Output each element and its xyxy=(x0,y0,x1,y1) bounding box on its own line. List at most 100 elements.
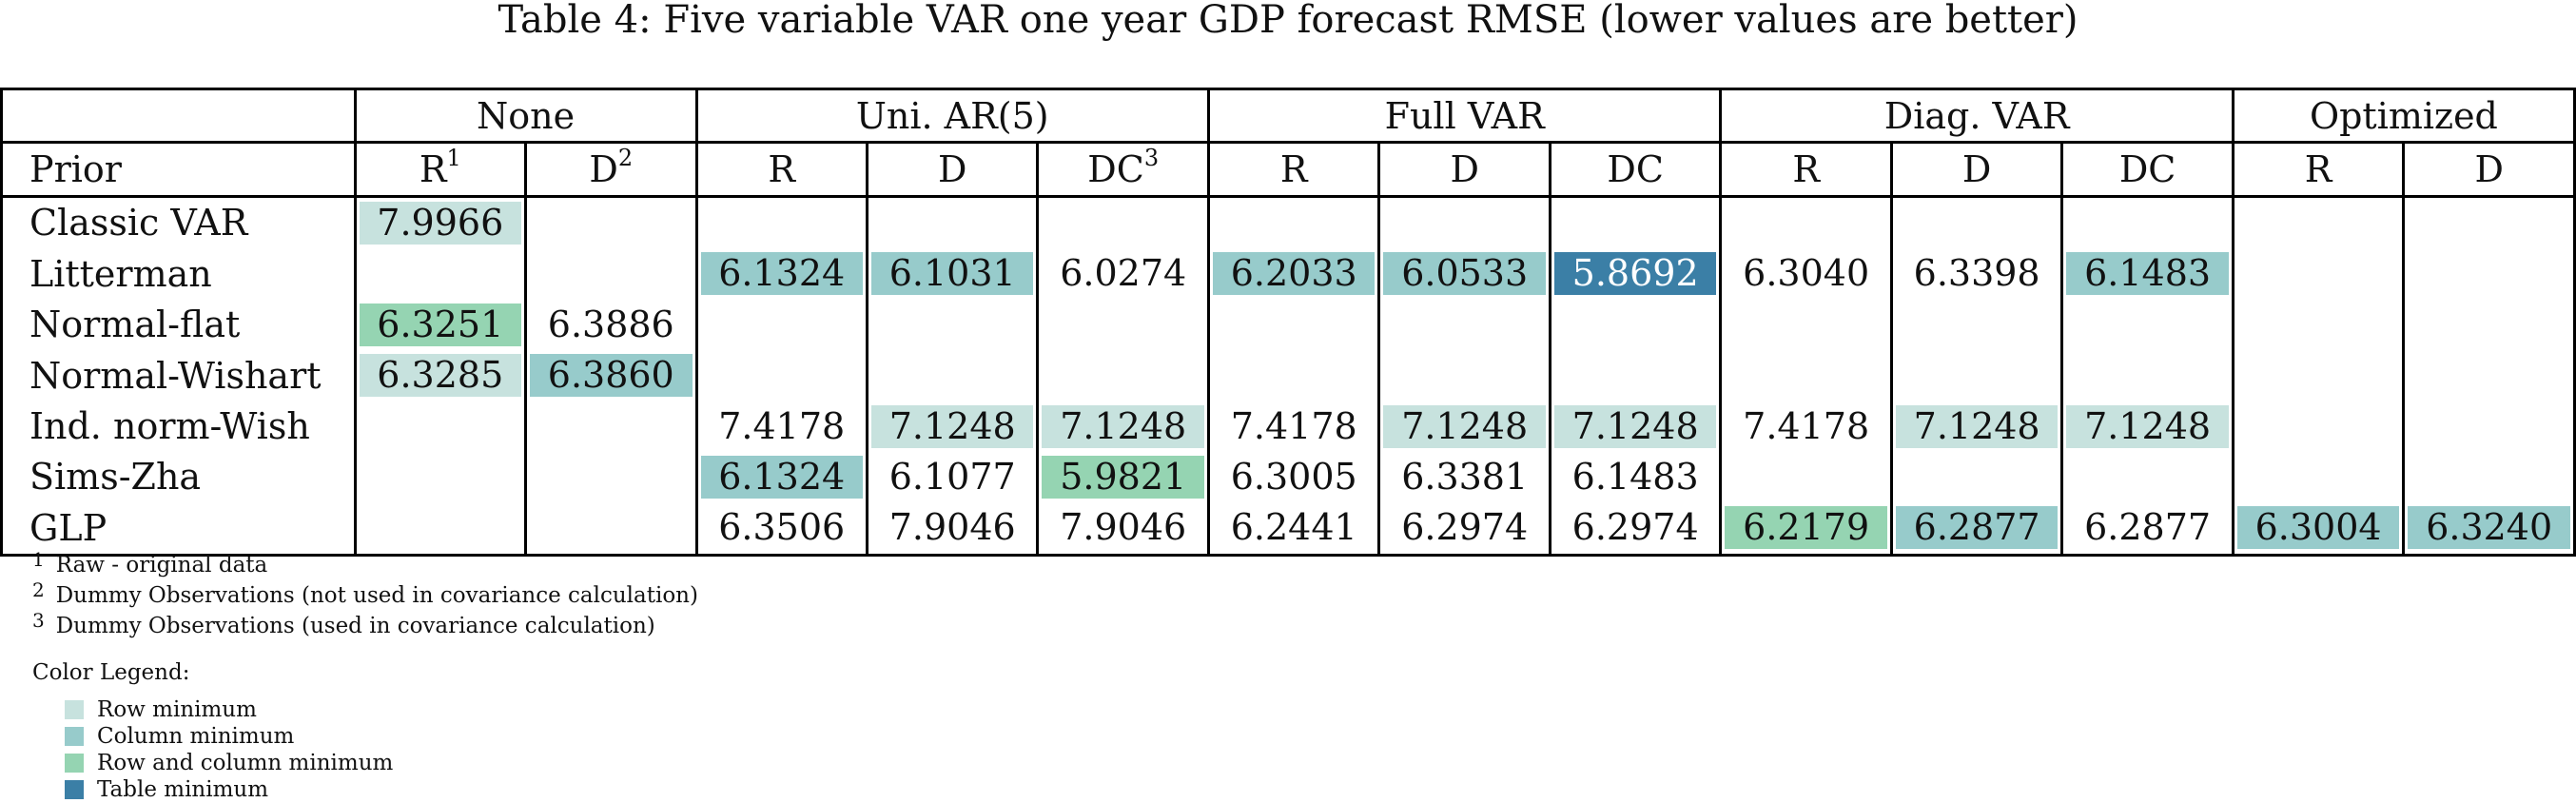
table-cell xyxy=(1377,299,1551,350)
row-label: Classic VAR xyxy=(0,196,357,249)
column-header: DC xyxy=(1548,142,1723,198)
table-cell xyxy=(2402,349,2576,402)
footnotes: 1 Raw - original data 2 Dummy Observations … xyxy=(32,548,698,641)
table-cell xyxy=(1548,349,1723,402)
column-header: D xyxy=(2402,142,2576,198)
table-cell: 6.3398 xyxy=(1889,248,2064,300)
prior-header: Prior xyxy=(0,142,357,198)
cell-value: 7.4178 xyxy=(718,404,846,447)
column-header-text: D xyxy=(2474,148,2504,191)
table-cell xyxy=(1036,299,1210,350)
table-cell: 6.2179 xyxy=(1719,502,1893,557)
table-cell xyxy=(524,451,698,503)
table-cell xyxy=(694,299,868,350)
table-cell: 6.3040 xyxy=(1719,248,1893,300)
table-cell: 6.3860 xyxy=(524,349,698,402)
cell-value: 5.8692 xyxy=(1553,252,1717,296)
cell-value: 6.3398 xyxy=(1913,252,2040,295)
cell-value: 6.0274 xyxy=(1060,252,1187,295)
cell-value: 6.2441 xyxy=(1230,506,1357,549)
table-cell xyxy=(524,502,698,557)
row-label: Normal-Wishart xyxy=(0,349,357,402)
table-cell xyxy=(353,451,528,503)
cell-value: 7.9966 xyxy=(359,201,522,245)
cell-value: 6.1077 xyxy=(888,455,1016,498)
table-row: GLP 6.3506 7.9046 7.9046 6.2441 6.2974 6.2974 6… xyxy=(0,502,2576,557)
column-header-text: DC xyxy=(1087,148,1144,191)
table-row: Litterman 6.1324 6.1031 6.0274 6.2033 6.0533 5… xyxy=(0,248,2576,300)
table-cell xyxy=(1889,196,2064,249)
column-header: R xyxy=(694,142,868,198)
cell-value: 7.1248 xyxy=(870,404,1034,448)
column-header: D2 xyxy=(524,142,698,198)
table-cell xyxy=(524,248,698,300)
column-header: DC xyxy=(2060,142,2234,198)
column-header-text: R xyxy=(768,148,796,191)
table-cell xyxy=(865,196,1040,249)
cell-value: 6.2877 xyxy=(1895,506,2059,550)
cell-value: 6.2974 xyxy=(1571,506,1699,549)
footnote-mark: 3 xyxy=(32,609,45,632)
table-cell xyxy=(865,349,1040,402)
table-cell xyxy=(2231,349,2406,402)
cell-value: 6.2179 xyxy=(1725,506,1887,550)
column-header-text: R xyxy=(419,148,447,191)
table-row: Normal-Wishart 6.3285 6.3860 xyxy=(0,349,2576,402)
legend-item: Column minimum xyxy=(65,723,393,750)
table-cell xyxy=(2060,196,2234,249)
table-cell: 7.1248 xyxy=(1036,401,1210,452)
legend-label: Row and column minimum xyxy=(97,751,394,775)
group-header xyxy=(0,87,357,145)
row-label: Ind. norm-Wish xyxy=(0,401,357,452)
cell-value: 7.1248 xyxy=(1042,404,1204,448)
column-header: R xyxy=(1719,142,1893,198)
column-header: R xyxy=(2231,142,2406,198)
column-header-text: R xyxy=(1792,148,1820,191)
footnote-marker: 1 xyxy=(446,145,461,172)
table-cell xyxy=(1377,349,1551,402)
table-cell xyxy=(2231,248,2406,300)
column-header-text: D xyxy=(589,148,618,191)
cell-value: 6.1483 xyxy=(1571,455,1699,498)
table-cell xyxy=(694,196,868,249)
column-header: R xyxy=(1206,142,1381,198)
table-cell: 6.3240 xyxy=(2402,502,2576,557)
table-cell xyxy=(1206,196,1381,249)
legend-label: Column minimum xyxy=(97,724,295,749)
cell-value: 6.2974 xyxy=(1401,506,1529,549)
group-header-row: None Uni. AR(5) Full VAR Diag. VAR Optimized xyxy=(0,87,2576,145)
table-cell xyxy=(1889,349,2064,402)
table-cell xyxy=(2231,196,2406,249)
table-cell xyxy=(2402,451,2576,503)
table-cell xyxy=(524,196,698,249)
cell-value: 6.3506 xyxy=(718,506,846,549)
color-legend: Color Legend: Row minimum Column minimum R… xyxy=(32,658,393,803)
table-cell: 7.1248 xyxy=(1377,401,1551,452)
column-header-text: R xyxy=(2304,148,2332,191)
cell-value: 7.9046 xyxy=(888,506,1016,549)
footnote: 1 Raw - original data xyxy=(32,548,698,580)
table-cell xyxy=(1036,196,1210,249)
table-cell: 6.1077 xyxy=(865,451,1040,503)
table-cell: 5.9821 xyxy=(1036,451,1210,503)
table-cell xyxy=(1719,349,1893,402)
table-cell xyxy=(1889,299,2064,350)
table-cell xyxy=(2231,401,2406,452)
table-cell xyxy=(524,401,698,452)
column-header-text: D xyxy=(937,148,967,191)
table-cell: 7.1248 xyxy=(2060,401,2234,452)
cell-value: 7.9046 xyxy=(1060,506,1187,549)
table-cell: 6.1324 xyxy=(694,451,868,503)
cell-value: 6.1324 xyxy=(700,252,863,296)
table-cell xyxy=(2231,451,2406,503)
legend-label: Row minimum xyxy=(97,697,257,722)
cell-value: 6.3040 xyxy=(1743,252,1870,295)
table-cell xyxy=(2060,349,2234,402)
table-cell xyxy=(1548,196,1723,249)
legend-item: Table minimum xyxy=(65,776,393,803)
cell-value: 6.1483 xyxy=(2066,252,2229,296)
cell-value: 7.1248 xyxy=(2066,404,2229,448)
cell-value: 5.9821 xyxy=(1042,455,1204,499)
table-cell xyxy=(2231,299,2406,350)
cell-value: 6.1031 xyxy=(870,252,1034,296)
